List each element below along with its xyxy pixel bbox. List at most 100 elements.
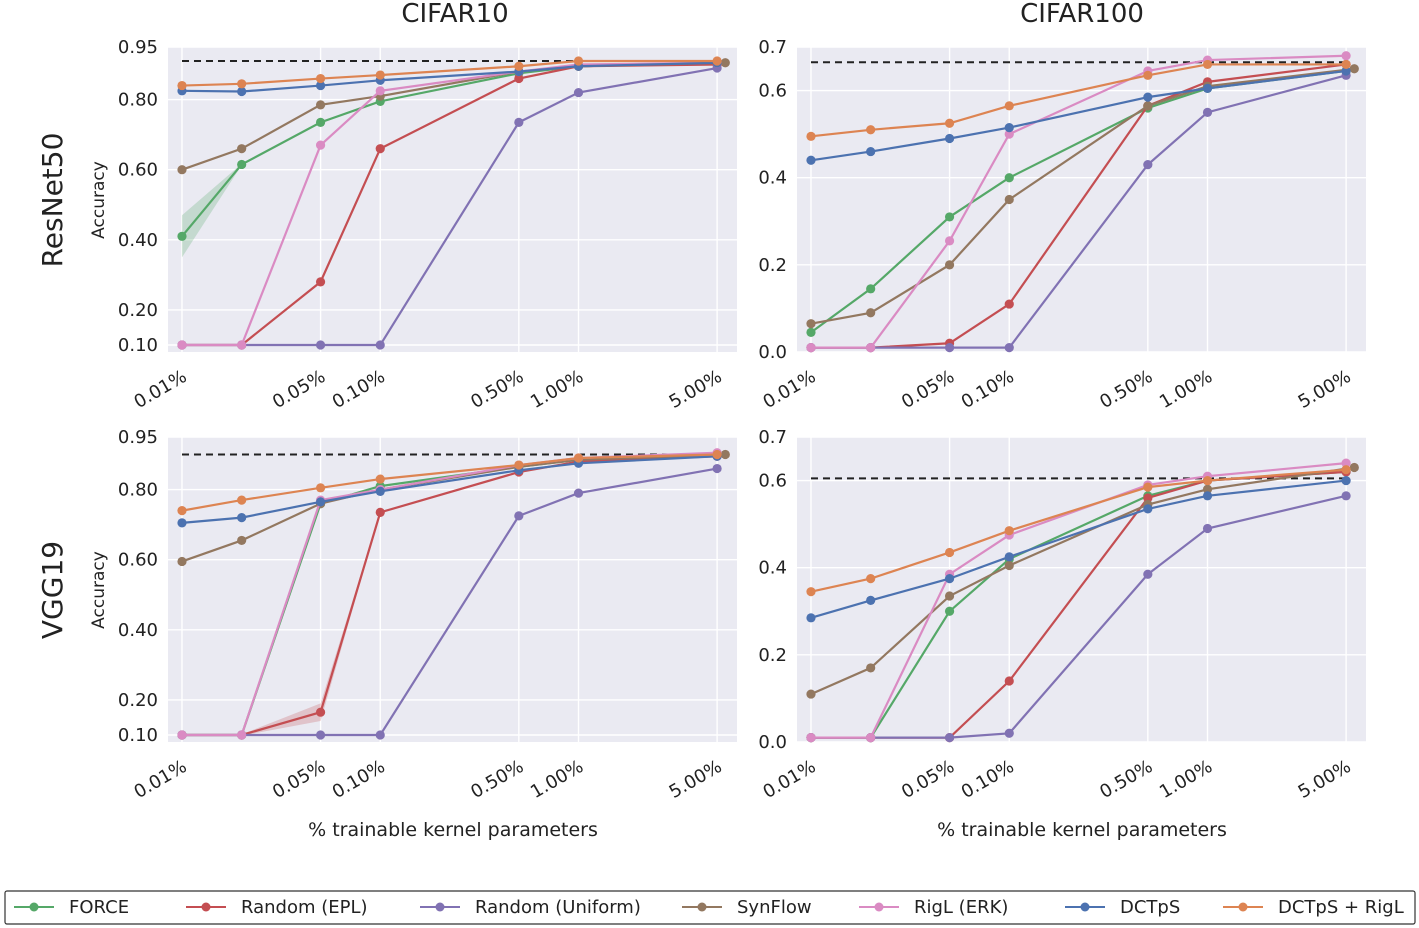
data-point [573, 56, 584, 66]
data-point [573, 87, 584, 98]
col-title-cifar10: CIFAR10 [401, 0, 508, 29]
data-point [1143, 160, 1153, 170]
x-tick-label: 0.05% [898, 366, 958, 413]
data-point [944, 606, 955, 616]
y-tick-label: 0.6 [758, 81, 787, 102]
x-tick-label: 0.01% [130, 366, 190, 413]
data-point [177, 730, 187, 740]
data-point [806, 155, 816, 165]
data-point [1202, 59, 1213, 70]
y-tick-label: 0.2 [758, 255, 787, 276]
x-tick-label: 0.50% [1096, 756, 1156, 803]
x-tick-label: 0.50% [467, 756, 527, 803]
data-point [514, 61, 524, 71]
series-synflow [806, 462, 1359, 699]
data-point [315, 707, 326, 717]
data-point [315, 730, 326, 740]
data-point [514, 73, 524, 84]
data-point [866, 308, 876, 318]
legend-swatch-marker [1080, 902, 1090, 912]
data-point [177, 231, 187, 241]
data-point [866, 733, 876, 743]
data-point [1004, 676, 1014, 686]
data-point [1004, 123, 1014, 133]
x-tick-label: 0.01% [130, 756, 190, 803]
data-point [237, 340, 247, 350]
y-tick-label: 0.20 [118, 690, 158, 711]
panels: 0.100.200.400.600.800.950.01% 0.05% 0.10% 0… [118, 37, 1366, 803]
y-tick-label: 0.40 [118, 230, 158, 251]
data-point [1202, 523, 1213, 534]
legend-swatch-marker [697, 902, 707, 912]
data-point [1349, 64, 1359, 74]
data-point [1004, 299, 1014, 309]
data-point [177, 518, 187, 528]
y-tick-label: 0.0 [758, 342, 787, 363]
x-tick-label: 0.50% [467, 366, 527, 413]
legend-item-rigl-erk: RigL (ERK) [859, 897, 1008, 918]
legend-item-synflow: SynFlow [682, 897, 812, 918]
data-point [375, 474, 385, 484]
plot-area [168, 437, 737, 742]
data-point [315, 100, 326, 110]
data-point [944, 212, 955, 222]
legend-item-force: FORCE [14, 897, 129, 918]
ylabel-bottom: Accuracy [89, 551, 109, 629]
data-point [806, 613, 816, 623]
data-point [514, 460, 524, 470]
legend-swatch-marker [29, 902, 39, 912]
data-point [1143, 504, 1153, 514]
plot-area [797, 437, 1366, 742]
data-point [375, 730, 385, 740]
legend-item-random-uniform: Random (Uniform) [420, 897, 641, 918]
data-point [720, 449, 730, 460]
data-point [866, 343, 876, 353]
data-point [237, 535, 247, 546]
legend-item-dctps-rigl: DCTpS + RigL [1223, 897, 1404, 918]
data-point [1004, 728, 1014, 738]
x-tick-label: 0.50% [1096, 366, 1156, 413]
data-point [806, 327, 816, 337]
series-dctps-rigl [177, 56, 722, 91]
data-point [1341, 66, 1351, 76]
plot-area [168, 47, 737, 352]
data-point [1004, 194, 1014, 205]
legend-swatch-marker [874, 902, 884, 912]
series-dctps-rigl [177, 449, 722, 516]
data-point [1202, 475, 1213, 486]
x-tick-label: 5.00% [666, 756, 726, 803]
data-point [1349, 462, 1359, 473]
data-point [866, 146, 876, 157]
x-tick-label: 5.00% [1295, 366, 1355, 413]
data-point [1341, 465, 1351, 475]
series-dctps [806, 475, 1351, 623]
legend-swatch-marker [1238, 902, 1248, 912]
x-tick-label: 0.10% [329, 756, 389, 803]
legend: FORCE Random (EPL) Random (Uniform) SynFlow… [14, 897, 1404, 918]
data-point [514, 511, 524, 521]
data-point [1341, 491, 1351, 501]
x-tick-label: 0.05% [269, 366, 329, 413]
x-tick-label: 5.00% [666, 366, 726, 413]
data-point [177, 80, 187, 91]
x-tick-label: 1.00% [527, 366, 587, 413]
y-tick-label: 0.80 [118, 90, 158, 111]
x-tick-label: 0.01% [759, 756, 819, 803]
y-tick-label: 0.10 [118, 725, 158, 746]
y-tick-label: 0.60 [118, 550, 158, 571]
y-tick-label: 0.6 [758, 471, 787, 492]
data-point [944, 118, 955, 128]
y-tick-label: 0.7 [758, 427, 787, 448]
x-tick-label: 0.05% [898, 756, 958, 803]
data-point [944, 343, 955, 353]
data-point [237, 495, 247, 505]
data-point [375, 144, 385, 154]
data-point [866, 663, 876, 673]
data-point [1143, 101, 1153, 111]
data-point [237, 513, 247, 523]
legend-item-dctps: DCTpS [1065, 897, 1180, 918]
data-point [1004, 173, 1014, 183]
data-point [177, 556, 187, 567]
data-point [1341, 475, 1351, 486]
